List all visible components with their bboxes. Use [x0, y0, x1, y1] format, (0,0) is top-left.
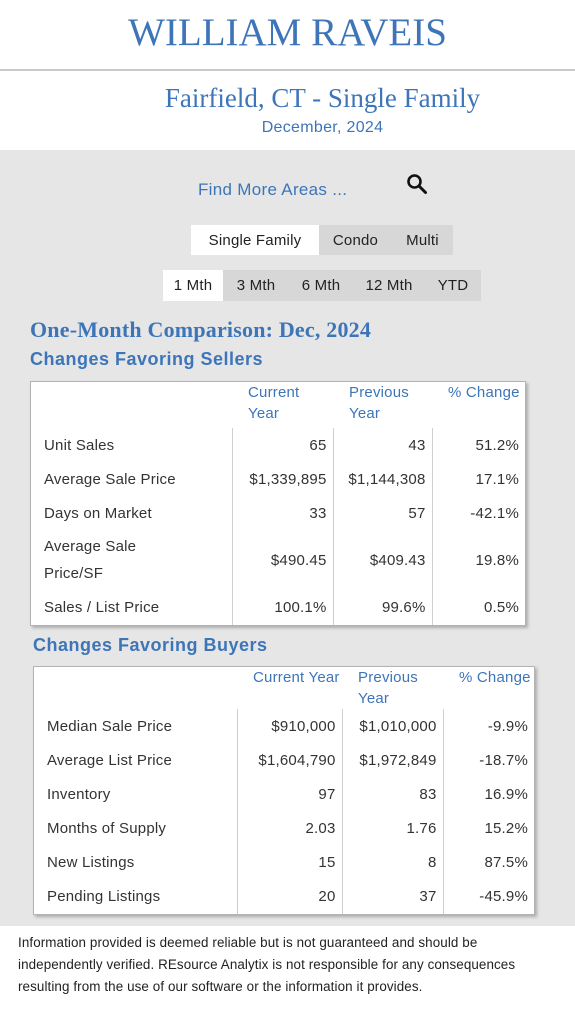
metric-label: Median Sale Price: [47, 717, 173, 735]
current-value: 15: [236, 845, 342, 879]
current-year-header: Current Year: [248, 384, 300, 422]
metric-label: Pending Listings: [47, 888, 161, 905]
change-value: -45.9%: [442, 879, 534, 914]
previous-value: $1,972,849: [341, 743, 443, 777]
table-row: Pending Listings 20 37 -45.9%: [34, 879, 534, 914]
property-type-multi[interactable]: Multi: [406, 231, 439, 249]
previous-value: $409.43: [332, 530, 432, 590]
property-type-selector: Single Family Condo Multi: [191, 225, 453, 255]
previous-value: $1,144,308: [332, 462, 432, 496]
property-type-single-family[interactable]: Single Family: [191, 225, 319, 255]
page-title: Fairfield, CT - Single Family: [164, 83, 481, 113]
report-period: December, 2024: [261, 119, 384, 136]
metric-label: Unit Sales: [44, 436, 115, 454]
current-value: 97: [236, 777, 342, 811]
change-value: 87.5%: [442, 845, 534, 879]
sellers-table-header: Current Year Previous Year % Change: [31, 382, 525, 428]
table-row: New Listings 15 8 87.5%: [34, 845, 534, 879]
metric-label: Average Sale Price: [44, 470, 176, 488]
previous-value: 1.76: [341, 811, 443, 845]
previous-value: $1,010,000: [341, 709, 443, 743]
table-row: Average List Price $1,604,790 $1,972,849…: [34, 743, 534, 777]
time-range-6-mth[interactable]: 6 Mth: [301, 277, 341, 294]
previous-value: 99.6%: [332, 590, 432, 625]
current-value: $490.45: [231, 530, 333, 590]
change-value: 19.8%: [431, 530, 525, 590]
buyers-table: Current Year Previous Year % Change Medi…: [33, 666, 535, 915]
change-value: -18.7%: [442, 743, 534, 777]
current-value: 20: [236, 879, 342, 914]
metric-label: New Listings: [47, 853, 135, 871]
change-value: -9.9%: [442, 709, 534, 743]
previous-value: 43: [332, 428, 432, 462]
table-row: Months of Supply 2.03 1.76 15.2%: [34, 811, 534, 845]
table-row: Inventory 97 83 16.9%: [34, 777, 534, 811]
previous-value: 37: [341, 879, 443, 914]
current-value: 100.1%: [231, 590, 333, 625]
header-divider: [0, 69, 575, 71]
metric-label: Months of Supply: [47, 819, 167, 837]
search-icon[interactable]: [405, 172, 429, 196]
previous-year-header: Previous Year: [358, 669, 418, 707]
previous-value: 83: [341, 777, 443, 811]
change-value: -42.1%: [431, 496, 525, 530]
find-more-areas-link[interactable]: Find More Areas ...: [198, 180, 348, 199]
comparison-title: One-Month Comparison: Dec, 2024: [30, 317, 372, 342]
time-range-selector: 1 Mth 3 Mth 6 Mth 12 Mth YTD: [163, 270, 481, 301]
label-header: [34, 667, 237, 709]
metric-label: Average List Price: [47, 751, 173, 769]
time-range-ytd[interactable]: YTD: [437, 277, 469, 294]
current-value: $910,000: [236, 709, 342, 743]
time-range-12-mth[interactable]: 12 Mth: [365, 277, 413, 294]
table-row: Sales / List Price 100.1% 99.6% 0.5%: [31, 590, 525, 625]
current-value: $1,339,895: [231, 462, 333, 496]
property-type-condo[interactable]: Condo: [332, 231, 379, 249]
table-row: Average Sale Price/SF $490.45 $409.43 19…: [31, 530, 525, 590]
table-row: Average Sale Price $1,339,895 $1,144,308…: [31, 462, 525, 496]
brand-logo: WILLIAM RAVEIS: [128, 11, 447, 54]
change-value: 17.1%: [431, 462, 525, 496]
sellers-table: Current Year Previous Year % Change Unit…: [30, 381, 526, 626]
table-row: Unit Sales 65 43 51.2%: [31, 428, 525, 462]
label-header: [31, 382, 232, 428]
buyers-table-header: Current Year Previous Year % Change: [34, 667, 534, 709]
change-value: 0.5%: [431, 590, 525, 625]
metric-label: Average Sale Price/SF: [44, 538, 137, 582]
table-row: Days on Market 33 57 -42.1%: [31, 496, 525, 530]
previous-value: 8: [341, 845, 443, 879]
buyers-section-title: Changes Favoring Buyers: [33, 635, 268, 655]
time-range-1-mth[interactable]: 1 Mth: [163, 270, 223, 301]
metric-label: Days on Market: [44, 504, 152, 522]
current-value: 65: [231, 428, 333, 462]
change-value: 51.2%: [431, 428, 525, 462]
time-range-3-mth[interactable]: 3 Mth: [236, 277, 276, 294]
table-row: Median Sale Price $910,000 $1,010,000 -9…: [34, 709, 534, 743]
change-value: 15.2%: [442, 811, 534, 845]
change-header: % Change: [459, 669, 531, 686]
disclaimer-text: Information provided is deemed reliable …: [18, 935, 516, 994]
sellers-section-title: Changes Favoring Sellers: [30, 349, 264, 369]
current-value: 2.03: [236, 811, 342, 845]
change-header: % Change: [448, 384, 520, 401]
change-value: 16.9%: [442, 777, 534, 811]
metric-label: Inventory: [47, 785, 111, 803]
previous-value: 57: [332, 496, 432, 530]
current-year-header: Current Year: [253, 669, 340, 686]
metric-label: Sales / List Price: [44, 599, 160, 616]
current-value: 33: [231, 496, 333, 530]
current-value: $1,604,790: [236, 743, 342, 777]
previous-year-header: Previous Year: [349, 384, 409, 422]
